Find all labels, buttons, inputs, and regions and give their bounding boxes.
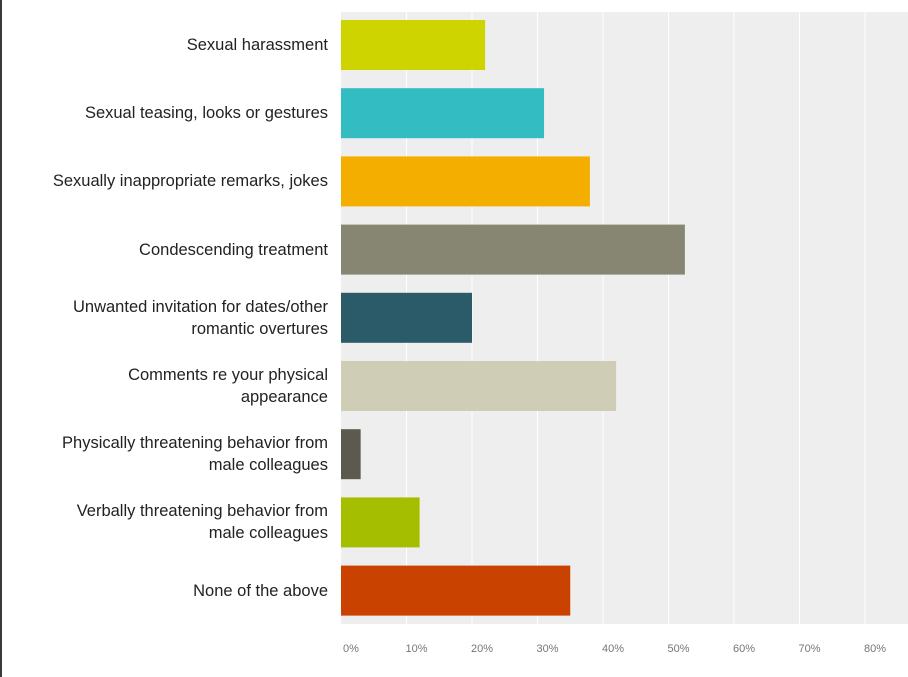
category-label-7: Verbally threatening behavior from male … bbox=[76, 502, 328, 543]
category-label-0: Sexual harassment bbox=[186, 36, 328, 54]
bar-0 bbox=[341, 20, 486, 70]
bar-2 bbox=[341, 156, 590, 207]
x-tick-label-1: 10% bbox=[405, 643, 428, 655]
category-label-1: Sexual teasing, looks or gestures bbox=[84, 104, 328, 123]
bar-3 bbox=[341, 224, 685, 275]
category-label-4: Unwanted invitation for dates/other roma… bbox=[73, 297, 328, 338]
bar-4 bbox=[341, 292, 472, 343]
bar-8 bbox=[341, 565, 571, 616]
category-label-5: Comments re your physical appearance bbox=[128, 366, 328, 406]
bar-6 bbox=[341, 429, 361, 480]
category-label-3: Condescending treatment bbox=[139, 240, 328, 259]
x-tick-label-8: 80% bbox=[863, 643, 887, 655]
x-tick-label-5: 50% bbox=[667, 643, 690, 655]
left-border-line bbox=[0, 0, 2, 677]
x-tick-label-4: 40% bbox=[601, 643, 625, 655]
bar-7 bbox=[341, 497, 420, 548]
x-tick-label-3: 30% bbox=[536, 643, 559, 655]
bar-5 bbox=[341, 361, 617, 411]
category-label-8: None of the above bbox=[193, 581, 328, 600]
x-tick-label-6: 60% bbox=[732, 643, 756, 655]
x-tick-label-0: 0% bbox=[343, 643, 359, 655]
x-tick-label-7: 70% bbox=[798, 643, 821, 655]
bar-1 bbox=[341, 88, 545, 139]
category-label-2: Sexually inappropriate remarks, jokes bbox=[52, 172, 328, 191]
x-tick-label-2: 20% bbox=[470, 643, 494, 655]
category-label-6: Physically threatening behavior from mal… bbox=[62, 434, 328, 475]
